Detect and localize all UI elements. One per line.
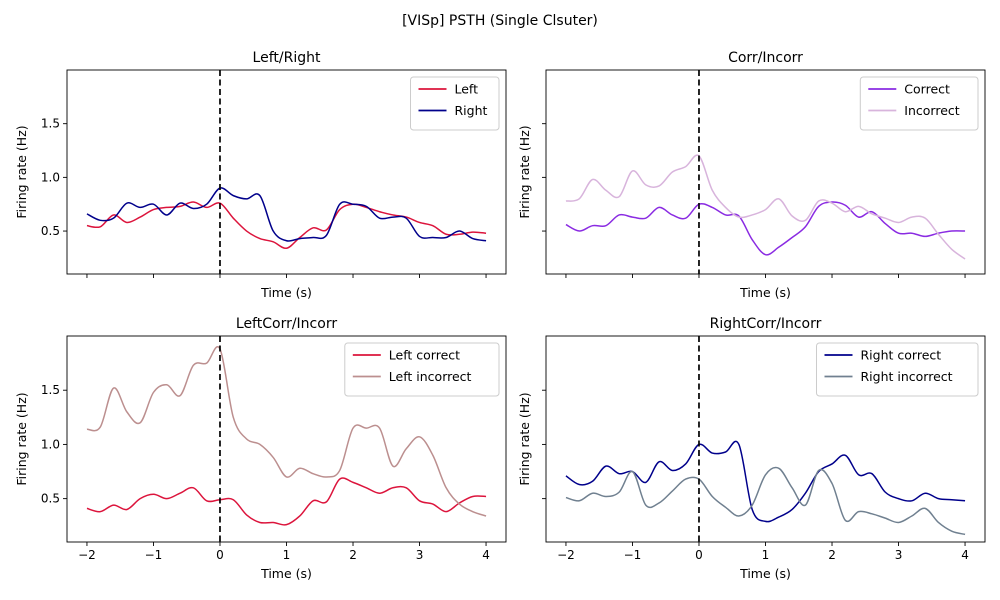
x-tick-label: −2 xyxy=(78,548,96,562)
y-tick-label: 0.5 xyxy=(41,224,60,238)
legend-label: Left incorrect xyxy=(389,369,472,384)
x-tick-label: −1 xyxy=(145,548,163,562)
x-tick-label: 0 xyxy=(695,548,703,562)
legend-label: Left xyxy=(455,82,479,97)
y-tick-label: 1.0 xyxy=(41,437,60,451)
x-axis-label: Time (s) xyxy=(260,285,312,300)
x-tick-label: 3 xyxy=(416,548,424,562)
legend-box xyxy=(859,76,979,131)
legend-box xyxy=(410,76,500,131)
legend-label: Right incorrect xyxy=(861,369,953,384)
subplot-title: Left/Right xyxy=(253,50,321,66)
legend: Right correct Right incorrect xyxy=(816,342,979,397)
series-line-1 xyxy=(565,440,966,523)
x-axis-label: Time (s) xyxy=(260,566,312,581)
y-axis-label: Firing rate (Hz) xyxy=(14,392,29,485)
subplot-2: Corr/Incorr Time (s) Firing rate (Hz) Corre… xyxy=(517,50,986,300)
x-tick-label: −1 xyxy=(624,548,642,562)
x-tick-label: 1 xyxy=(283,548,291,562)
legend-label: Correct xyxy=(904,82,950,97)
figure-title: [VISp] PSTH (Single Clsuter) xyxy=(402,13,598,29)
x-axis-label: Time (s) xyxy=(739,566,791,581)
series-line-2 xyxy=(86,346,487,517)
legend-label: Right correct xyxy=(861,348,942,363)
subplot-4: RightCorr/Incorr −2 −1 0 1 2 3 4 Time (s) Firing … xyxy=(517,316,986,581)
series-line-1 xyxy=(565,201,966,256)
legend: Left Right xyxy=(410,76,500,131)
subplot-title: LeftCorr/Incorr xyxy=(236,316,337,332)
subplot-1: Left/Right 0.5 1.0 1.5 Time (s) Firing rate (… xyxy=(14,50,507,300)
series-line-2 xyxy=(565,466,966,536)
y-tick-label: 0.5 xyxy=(41,492,60,506)
x-tick-label: 3 xyxy=(895,548,903,562)
x-tick-label: 2 xyxy=(349,548,357,562)
subplot-3: LeftCorr/Incorr −2 −1 0 1 2 3 4 0.5 1.0 1.5 Time (s… xyxy=(14,316,507,581)
legend-label: Incorrect xyxy=(904,103,959,118)
y-tick-label: 1.0 xyxy=(41,170,60,184)
subplot-title: RightCorr/Incorr xyxy=(710,316,822,332)
x-tick-label: 4 xyxy=(961,548,969,562)
x-tick-label: 4 xyxy=(482,548,490,562)
legend: Correct Incorrect xyxy=(859,76,979,131)
subplot-title: Corr/Incorr xyxy=(728,50,803,66)
legend-label: Right xyxy=(455,103,488,118)
x-tick-label: −2 xyxy=(557,548,575,562)
series-line-1 xyxy=(86,201,487,249)
series-line-2 xyxy=(565,154,966,260)
x-tick-label: 0 xyxy=(216,548,224,562)
y-tick-label: 1.5 xyxy=(41,117,60,131)
legend-label: Left correct xyxy=(389,348,460,363)
legend: Left correct Left incorrect xyxy=(344,342,500,397)
y-axis-label: Firing rate (Hz) xyxy=(14,125,29,218)
y-axis-label: Firing rate (Hz) xyxy=(517,392,532,485)
y-axis-label: Firing rate (Hz) xyxy=(517,125,532,218)
legend-box xyxy=(344,342,500,397)
legend-box xyxy=(816,342,979,397)
x-axis-label: Time (s) xyxy=(739,285,791,300)
x-tick-label: 1 xyxy=(762,548,770,562)
y-tick-label: 1.5 xyxy=(41,383,60,397)
series-line-2 xyxy=(86,187,487,242)
series-line-1 xyxy=(86,477,487,526)
x-tick-label: 2 xyxy=(828,548,836,562)
